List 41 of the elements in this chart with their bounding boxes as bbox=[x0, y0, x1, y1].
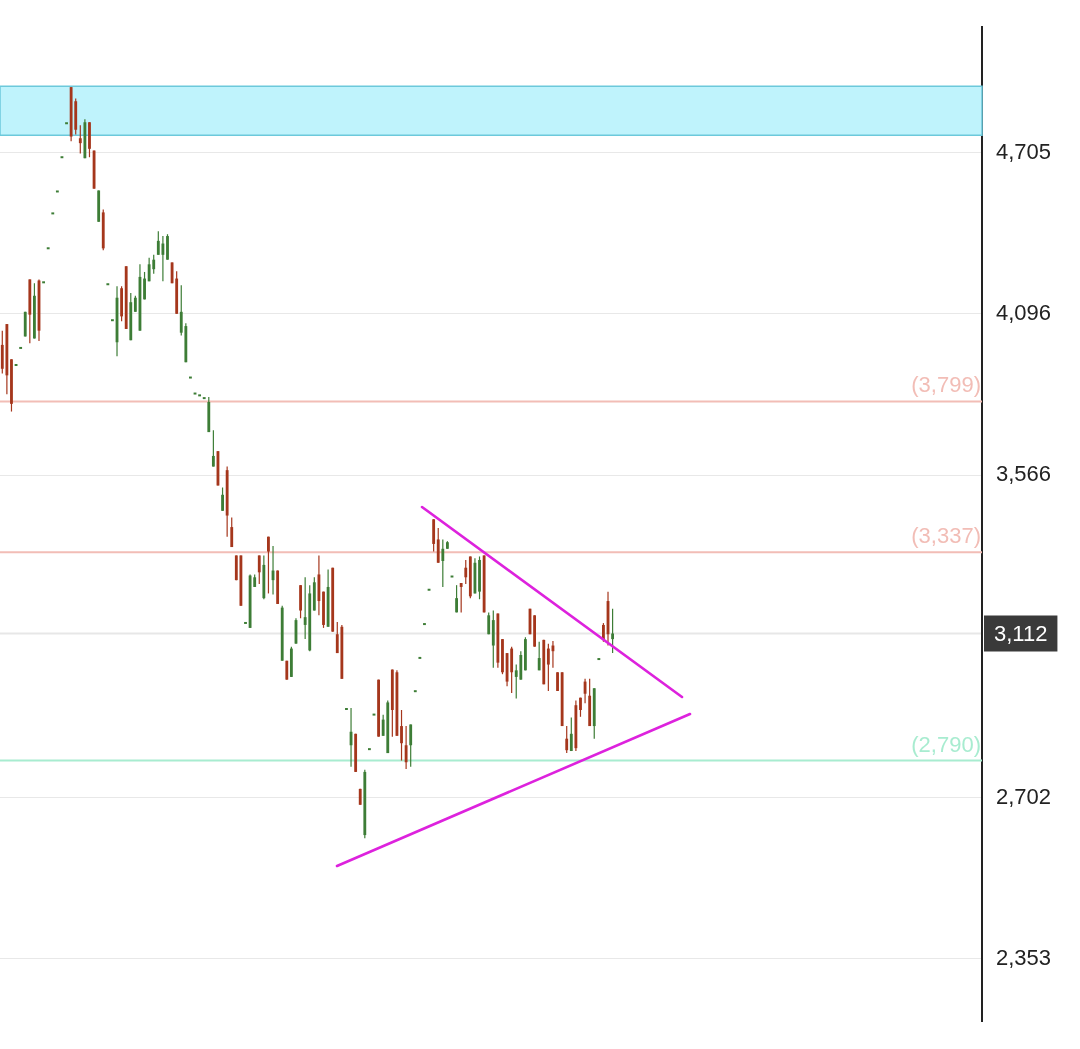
candlestick bbox=[322, 591, 325, 629]
ref-line-label: (3,799) bbox=[911, 372, 981, 398]
candlestick bbox=[546, 643, 550, 692]
candlestick bbox=[537, 641, 541, 671]
candlestick bbox=[510, 646, 514, 694]
candlestick bbox=[464, 559, 468, 585]
y-tick-label: 4,096 bbox=[996, 299, 1052, 325]
y-tick-label: 2,353 bbox=[996, 944, 1052, 970]
candlestick bbox=[230, 516, 234, 548]
candlestick bbox=[143, 271, 146, 301]
candlestick bbox=[455, 584, 459, 613]
candlestick bbox=[211, 429, 215, 468]
candlestick bbox=[257, 554, 261, 585]
candlestick bbox=[78, 124, 82, 155]
y-tick-label: 2,702 bbox=[996, 783, 1052, 809]
y-tick-label: 4,705 bbox=[996, 138, 1052, 164]
candlestick bbox=[299, 584, 302, 619]
y-tick-label: 3,566 bbox=[996, 461, 1052, 487]
candlestick bbox=[404, 725, 408, 770]
candlestick bbox=[579, 697, 582, 718]
ref-line-label: 3,112 bbox=[994, 620, 1048, 646]
candlestick bbox=[267, 536, 270, 595]
candlestick bbox=[501, 638, 504, 675]
candlestick bbox=[161, 235, 165, 282]
candlestick bbox=[436, 527, 440, 564]
ref-line-label: (3,337) bbox=[911, 523, 981, 549]
candlestick bbox=[478, 555, 481, 600]
candlestick bbox=[409, 723, 413, 768]
ref-line-label: (2,790) bbox=[911, 731, 981, 757]
candlestick bbox=[166, 233, 169, 261]
candlestick bbox=[459, 582, 463, 613]
candlestick bbox=[156, 230, 160, 256]
candlestick bbox=[565, 725, 569, 754]
candlestick bbox=[602, 622, 605, 643]
candlestick bbox=[10, 358, 13, 413]
candlestick bbox=[88, 121, 91, 158]
candlestick bbox=[400, 709, 403, 762]
candlestick bbox=[611, 608, 615, 654]
candlestick bbox=[221, 486, 224, 512]
candlestick bbox=[569, 717, 573, 752]
candlestick bbox=[441, 538, 445, 588]
